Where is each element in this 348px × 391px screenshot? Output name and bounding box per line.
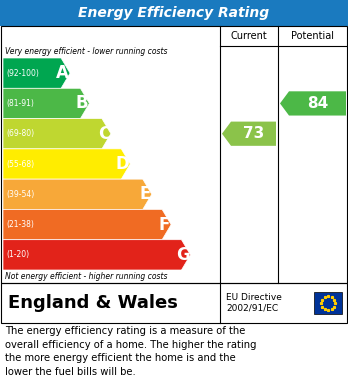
Text: Very energy efficient - lower running costs: Very energy efficient - lower running co… bbox=[5, 47, 167, 56]
Text: E: E bbox=[140, 185, 151, 203]
Text: 84: 84 bbox=[307, 96, 328, 111]
Text: G: G bbox=[176, 246, 189, 264]
Text: F: F bbox=[159, 215, 170, 233]
Text: Current: Current bbox=[231, 31, 267, 41]
Polygon shape bbox=[3, 58, 70, 88]
Polygon shape bbox=[3, 88, 89, 118]
Polygon shape bbox=[280, 91, 346, 116]
Text: England & Wales: England & Wales bbox=[8, 294, 178, 312]
Polygon shape bbox=[3, 210, 171, 240]
Text: Potential: Potential bbox=[292, 31, 334, 41]
Text: The energy efficiency rating is a measure of the
overall efficiency of a home. T: The energy efficiency rating is a measur… bbox=[5, 326, 256, 377]
Text: (69-80): (69-80) bbox=[6, 129, 34, 138]
Text: (1-20): (1-20) bbox=[6, 250, 29, 259]
Polygon shape bbox=[3, 179, 152, 210]
Bar bbox=[0, 0, 348, 26]
Text: Not energy efficient - higher running costs: Not energy efficient - higher running co… bbox=[5, 272, 167, 281]
Bar bbox=[1, 283, 347, 323]
Polygon shape bbox=[3, 240, 190, 270]
Polygon shape bbox=[3, 118, 111, 149]
Text: (55-68): (55-68) bbox=[6, 160, 34, 169]
Text: 73: 73 bbox=[243, 126, 264, 141]
Polygon shape bbox=[3, 149, 130, 179]
Polygon shape bbox=[222, 122, 276, 146]
Text: (92-100): (92-100) bbox=[6, 69, 39, 78]
Text: 2002/91/EC: 2002/91/EC bbox=[226, 303, 278, 312]
Bar bbox=[314, 292, 342, 314]
Text: (81-91): (81-91) bbox=[6, 99, 34, 108]
Bar bbox=[1, 26, 347, 283]
Text: B: B bbox=[76, 95, 88, 113]
Text: Energy Efficiency Rating: Energy Efficiency Rating bbox=[78, 6, 270, 20]
Text: D: D bbox=[116, 155, 129, 173]
Text: (21-38): (21-38) bbox=[6, 220, 34, 229]
Text: (39-54): (39-54) bbox=[6, 190, 34, 199]
Text: EU Directive: EU Directive bbox=[226, 294, 282, 303]
Text: A: A bbox=[56, 64, 69, 82]
Text: C: C bbox=[98, 125, 110, 143]
